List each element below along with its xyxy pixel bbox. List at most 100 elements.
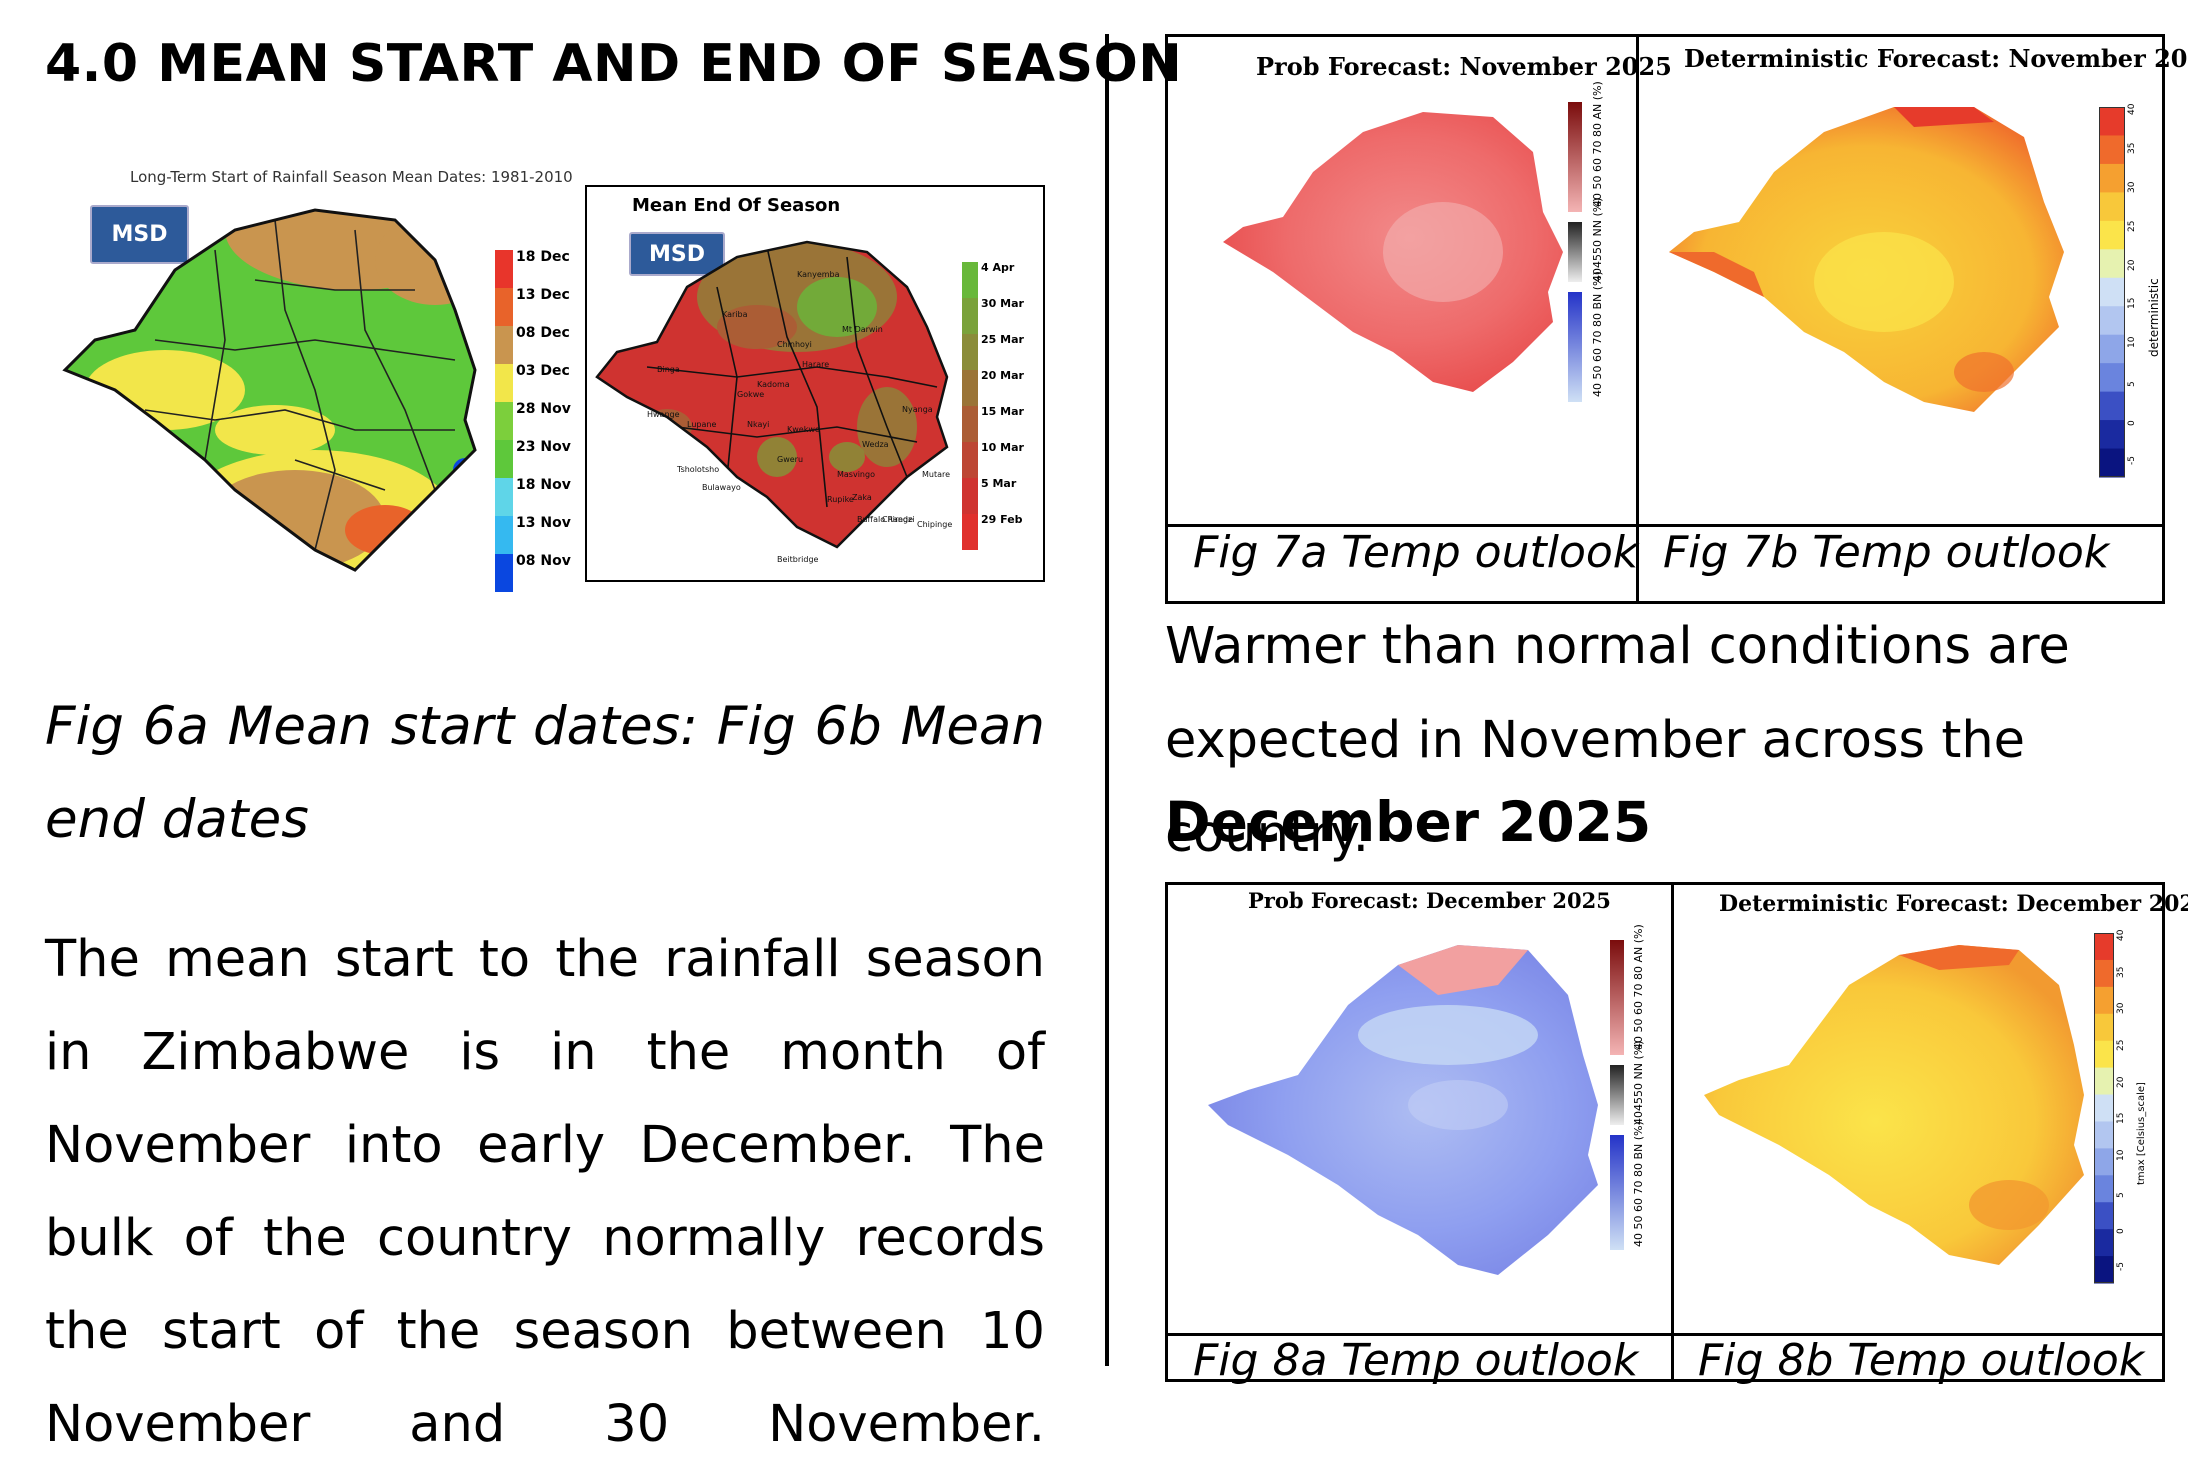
- fig8b-colorbar-segment: [2094, 1067, 2114, 1096]
- fig6b-place-label: Kadoma: [757, 380, 790, 389]
- fig6b-legend-item: 25 Mar: [962, 334, 1024, 370]
- fig6b-legend-swatch: [962, 262, 978, 298]
- fig6b-place-label: Gweru: [777, 455, 804, 464]
- fig8b-colorbar-segment: [2094, 1256, 2114, 1284]
- fig8b-map: [1704, 945, 2084, 1265]
- fig6b-place-label: Chinhoyi: [777, 340, 812, 349]
- fig6b-legend-label: 15 Mar: [981, 405, 1024, 418]
- fig8b-colorbar-tick: 30: [2116, 1002, 2126, 1015]
- fig6a-legend-label: 28 Nov: [516, 401, 571, 417]
- fig7b-colorbar-segment: [2099, 277, 2125, 307]
- fig8b-deterministic-map: Deterministic Forecast: December 2025 40…: [1674, 885, 2188, 1333]
- fig8b-colorbar-segment: [2094, 1121, 2114, 1149]
- fig6b-legend-label: 25 Mar: [981, 333, 1024, 346]
- fig7b-title: Deterministic Forecast: November 2025: [1684, 44, 2188, 73]
- fig8b-colorbar-segment: [2094, 986, 2114, 1015]
- fig6a-legend-label: 03 Dec: [516, 363, 570, 379]
- fig8b-colorbar-segment: [2094, 1175, 2114, 1203]
- fig6b-place-label: Masvingo: [837, 470, 875, 479]
- fig7a-title: Prob Forecast: November 2025: [1256, 52, 1672, 81]
- fig6b-legend-item: 10 Mar: [962, 442, 1024, 478]
- fig8b-colorbar-segment: [2094, 1148, 2114, 1176]
- fig6a-legend-item: 23 Nov: [495, 440, 571, 478]
- fig8a-map: [1208, 945, 1598, 1275]
- fig6b-place-label: Kanyemba: [797, 270, 840, 279]
- fig8b-colorbar-segment: [2094, 1094, 2114, 1122]
- fig7b-colorbar-tick: 35: [2127, 142, 2137, 154]
- fig8b-axis-label: tmax [Celsius_scale]: [2136, 1082, 2147, 1185]
- fig6b-place-label: Chiredzi: [882, 515, 915, 524]
- fig6a-legend-label: 23 Nov: [516, 439, 571, 455]
- fig7b-colorbar-tick: 10: [2127, 336, 2137, 349]
- fig7b-colorbar-tick: 15: [2127, 297, 2137, 310]
- zimbabwe-start-map: [62, 208, 477, 572]
- fig8b-colorbar-tick: 40: [2116, 929, 2126, 941]
- fig6b-place-label: Rupike: [827, 495, 854, 504]
- fig6b-place-label: Mt Darwin: [842, 325, 883, 334]
- fig8a-bn-label: 40 50 60 70 80 BN (%): [1632, 1121, 1645, 1247]
- fig6b-place-label: Mutare: [922, 470, 951, 479]
- fig8b-colorbar-segment: [2094, 1040, 2114, 1069]
- fig7b-map: [1669, 107, 2064, 412]
- fig8a-prob-map: Prob Forecast: December 2025 40 50 60 70…: [1168, 885, 1671, 1333]
- fig8b-colorbar-tick: 10: [2116, 1149, 2126, 1161]
- fig7b-colorbar-tick: 0: [2127, 420, 2137, 427]
- fig7b-colorbar-segment: [2099, 306, 2125, 336]
- fig7b-colorbar-segment: [2099, 192, 2125, 222]
- fig8a-title: Prob Forecast: December 2025: [1248, 888, 1611, 913]
- fig6a-legend-item: 28 Nov: [495, 402, 571, 440]
- fig8b-colorbar-tick: -5: [2116, 1262, 2126, 1271]
- fig7b-colorbar-segment: [2099, 220, 2125, 250]
- fig6a-legend-item: 13 Nov: [495, 516, 571, 554]
- fig6b-place-label: Chipinge: [917, 520, 953, 529]
- fig6b-place-label: Beitbridge: [777, 555, 819, 564]
- msd-logo-6b: MSD: [629, 232, 725, 276]
- fig7b-colorbar-segment: [2099, 334, 2125, 364]
- fig6a-legend-item: 18 Dec: [495, 250, 570, 288]
- fig6b-legend-swatch: [962, 334, 978, 370]
- fig8a-nn-label: 404550 NN (%): [1632, 1040, 1645, 1125]
- fig6b-place-label: Gokwe: [737, 390, 765, 399]
- fig6b-place-label: Buffalo Range: [857, 515, 913, 524]
- fig8a-caption: Fig 8a Temp outlook: [1193, 1335, 1639, 1386]
- fig6b-place-label: Kariba: [722, 310, 748, 319]
- fig8b-colorbar-tick: 25: [2116, 1039, 2126, 1051]
- fig6b-legend-label: 30 Mar: [981, 297, 1024, 310]
- fig8b-colorbar-segment: [2094, 959, 2114, 988]
- fig8b-colorbar-tick: 0: [2116, 1228, 2126, 1235]
- column-divider: [1105, 34, 1109, 1366]
- november-outlook-text: Warmer than normal conditions are expect…: [1165, 617, 2070, 864]
- fig8b-colorbar-segment: [2094, 1229, 2114, 1257]
- fig6b-legend-label: 20 Mar: [981, 369, 1024, 382]
- fig8b-colorbar-tick: 20: [2116, 1076, 2126, 1088]
- fig6b-legend-swatch: [962, 406, 978, 442]
- fig6b-place-label: Lupane: [687, 420, 717, 429]
- fig6a-legend-item: 13 Dec: [495, 288, 570, 326]
- fig6b-legend-item: 29 Feb: [962, 514, 1023, 550]
- fig6b-place-label: Wedza: [862, 440, 889, 449]
- fig8a-an-label: 40 50 60 70 80 AN (%): [1632, 924, 1645, 1050]
- december-heading: December 2025: [1165, 790, 1652, 854]
- fig6b-legend-swatch: [962, 478, 978, 514]
- fig7b-deterministic-map: Deterministic Forecast: November 2025 40…: [1639, 37, 2188, 524]
- fig6b-legend-label: 10 Mar: [981, 441, 1024, 454]
- zimbabwe-end-map: [595, 240, 949, 549]
- body-paragraph: The mean start to the rainfall season in…: [45, 930, 1045, 1454]
- fig6a-legend-item: 08 Dec: [495, 326, 570, 364]
- fig6b-place-label: Harare: [802, 360, 830, 369]
- fig6b-legend-swatch: [962, 514, 978, 550]
- fig6-caption: Fig 6a Mean start dates: Fig 6b Mean end…: [45, 696, 1045, 850]
- fig6a-legend-swatch: [495, 364, 513, 402]
- fig6b-title: Mean End Of Season: [632, 195, 841, 216]
- fig7b-colorbar-tick: 25: [2127, 220, 2137, 232]
- fig6b-legend-item: 20 Mar: [962, 370, 1024, 406]
- fig6b-legend-label: 29 Feb: [981, 513, 1023, 526]
- fig6a-legend-swatch: [495, 440, 513, 478]
- fig8b-colorbar-tick: 5: [2116, 1191, 2126, 1198]
- fig7b-colorbar-segment: [2099, 135, 2125, 165]
- fig8b-colorbar-segment: [2094, 933, 2114, 961]
- fig6b-legend-label: 4 Apr: [981, 261, 1015, 274]
- fig6b-place-label: Tsholotsho: [677, 465, 720, 474]
- fig6b-place-label: Nkayi: [747, 420, 770, 429]
- fig6b-legend-item: 5 Mar: [962, 478, 1016, 514]
